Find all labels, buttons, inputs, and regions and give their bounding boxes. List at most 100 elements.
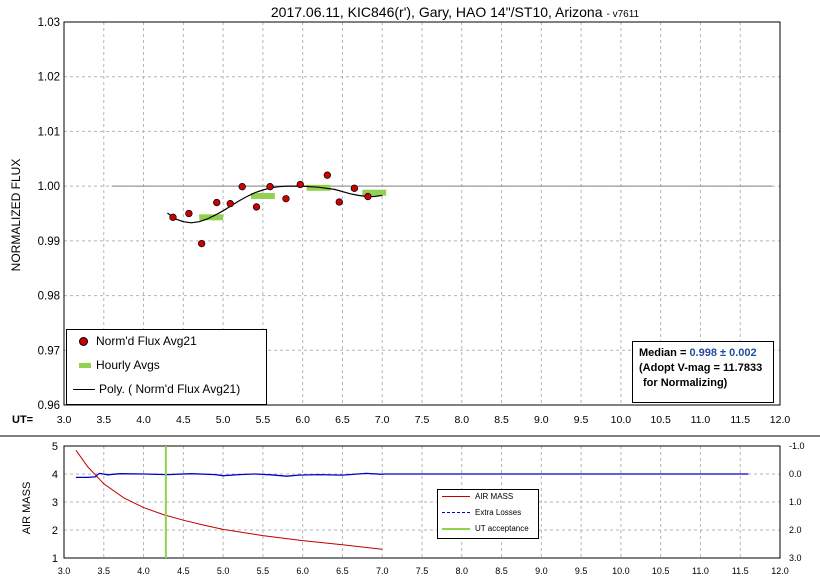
y-tick-label: 1.03 <box>38 17 60 29</box>
y-tick-label: 4 <box>52 469 58 481</box>
legend-line-icon <box>442 496 470 497</box>
y-tick-label: 1 <box>52 553 58 565</box>
flux-point <box>350 184 359 192</box>
legend-dash-icon <box>442 512 470 513</box>
x-tick-label: 4.0 <box>136 414 151 426</box>
hourly-avg-bar <box>362 189 387 196</box>
top-axes: 3.0 3.5 4.0 4.5 5.0 5.5 6.0 6.5 7.0 7.5 8.0 8.5 9.0 9… <box>38 17 791 426</box>
x-tick-label: 11.0 <box>692 566 709 576</box>
x-tick-label: 5.5 <box>256 414 271 426</box>
legend-label: Hourly Avgs <box>96 358 160 372</box>
x-tick-label: 3.5 <box>98 566 111 576</box>
legend-bar-icon <box>79 362 91 368</box>
x-tick-label: 4.0 <box>137 566 150 576</box>
y2-tick-label: 1.0 <box>789 497 802 507</box>
y2-tick-label: 2.0 <box>789 525 802 535</box>
x-tick-label: 12.0 <box>771 566 789 576</box>
x-tick-label: 10.5 <box>650 414 671 426</box>
bottom-data <box>75 446 749 558</box>
x-tick-label: 10.0 <box>612 566 630 576</box>
y-tick-label: 3 <box>52 497 58 509</box>
x-tick-label: 7.5 <box>416 566 429 576</box>
bottom-axes: 3.0 3.5 4.0 4.5 5.0 5.5 6.0 6.5 7.0 7.5 8.0 8.5 9.0 9… <box>52 441 805 576</box>
ut-label: UT= <box>12 414 33 426</box>
flux-point <box>252 203 261 211</box>
bottom-legend: AIR MASS Extra Losses UT acceptance <box>437 489 539 539</box>
flux-point <box>213 198 221 207</box>
x-tick-label: 10.0 <box>611 414 632 426</box>
x-tick-label: 11.5 <box>732 566 749 576</box>
legend-line-icon <box>73 388 95 390</box>
y-tick-label: 0.98 <box>38 291 60 303</box>
flux-point <box>266 183 274 191</box>
median-annotation: Median = 0.998 ± 0.002 (Adopt V-mag = 11… <box>632 341 774 403</box>
x-tick-label: 11.0 <box>691 414 711 426</box>
hourly-avg-bar <box>250 192 275 199</box>
x-tick-label: 8.0 <box>456 566 469 576</box>
x-tick-label: 8.5 <box>494 414 509 426</box>
legend-label: Norm'd Flux Avg21 <box>96 334 197 348</box>
x-tick-label: 7.0 <box>375 414 390 426</box>
y-tick-label: 2 <box>52 525 58 537</box>
plot-frame <box>63 445 781 559</box>
x-tick-label: 11.5 <box>730 414 750 426</box>
flux-point <box>169 213 177 221</box>
x-tick-label: 5.5 <box>257 566 270 576</box>
x-tick-label: 9.0 <box>534 414 549 426</box>
flux-point <box>364 192 372 201</box>
version-text: - v7611 <box>607 9 640 20</box>
x-tick-label: 7.5 <box>415 414 430 426</box>
legend-item-airmass: AIR MASS <box>442 492 513 501</box>
y2-tick-label: 0.0 <box>789 469 802 479</box>
x-tick-label: 10.5 <box>652 566 670 576</box>
top-ylabel: NORMALIZED FLUX <box>9 159 23 272</box>
x-tick-label: 6.5 <box>335 414 350 426</box>
x-tick-label: 5.0 <box>216 414 231 426</box>
legend-item-ut: UT acceptance <box>442 524 529 533</box>
airmass-line <box>75 449 383 550</box>
y2-tick-label: -1.0 <box>789 441 805 451</box>
y-tick-label: 0.96 <box>38 400 60 412</box>
y-tick-label: 5 <box>52 441 58 453</box>
x-tick-label: 4.5 <box>176 414 191 426</box>
top-legend: Norm'd Flux Avg21 Hourly Avgs Poly. ( No… <box>66 329 267 405</box>
x-tick-label: 3.0 <box>57 414 72 426</box>
bottom-ylabel: AIR MASS <box>21 482 33 535</box>
x-tick-label: 12.0 <box>770 414 791 426</box>
flux-point <box>238 183 246 191</box>
x-tick-label: 6.0 <box>296 566 309 576</box>
normalizing-line: for Normalizing) <box>643 377 728 389</box>
legend-label: UT acceptance <box>475 524 529 533</box>
y-tick-label: 1.01 <box>38 126 60 138</box>
y2-tick-label: 3.0 <box>789 553 802 563</box>
flux-point <box>296 180 304 189</box>
flux-point <box>282 195 290 203</box>
legend-line-icon <box>442 527 470 530</box>
x-tick-label: 5.0 <box>217 566 230 576</box>
median-line: Median = 0.998 ± 0.002 <box>639 346 773 361</box>
legend-label: AIR MASS <box>475 492 514 501</box>
legend-item-hourly: Hourly Avgs <box>79 358 160 372</box>
title-text: 2017.06.11, KIC846(r'), Gary, HAO 14"/ST… <box>271 4 603 20</box>
x-tick-label: 4.5 <box>177 566 190 576</box>
flux-point <box>323 171 331 179</box>
x-tick-label: 6.0 <box>295 414 310 426</box>
x-tick-label: 8.0 <box>454 414 469 426</box>
vmag-line: (Adopt V-mag = 11.7833 <box>639 362 763 374</box>
legend-label: Poly. ( Norm'd Flux Avg21) <box>99 382 241 396</box>
top-data <box>111 171 773 248</box>
x-tick-label: 9.5 <box>575 566 588 576</box>
poly-fit-line <box>167 185 383 224</box>
y-tick-label: 1.02 <box>38 72 60 84</box>
x-tick-label: 9.5 <box>574 414 589 426</box>
flux-point <box>197 239 206 248</box>
y-tick-label: 1.00 <box>38 181 60 193</box>
plot-frame <box>63 21 781 406</box>
x-tick-label: 3.0 <box>58 566 71 576</box>
legend-label: Extra Losses <box>475 508 522 517</box>
legend-item-losses: Extra Losses <box>442 508 521 517</box>
flux-point <box>226 200 234 208</box>
legend-item-poly: Poly. ( Norm'd Flux Avg21) <box>73 382 240 396</box>
x-tick-label: 6.5 <box>336 566 349 576</box>
